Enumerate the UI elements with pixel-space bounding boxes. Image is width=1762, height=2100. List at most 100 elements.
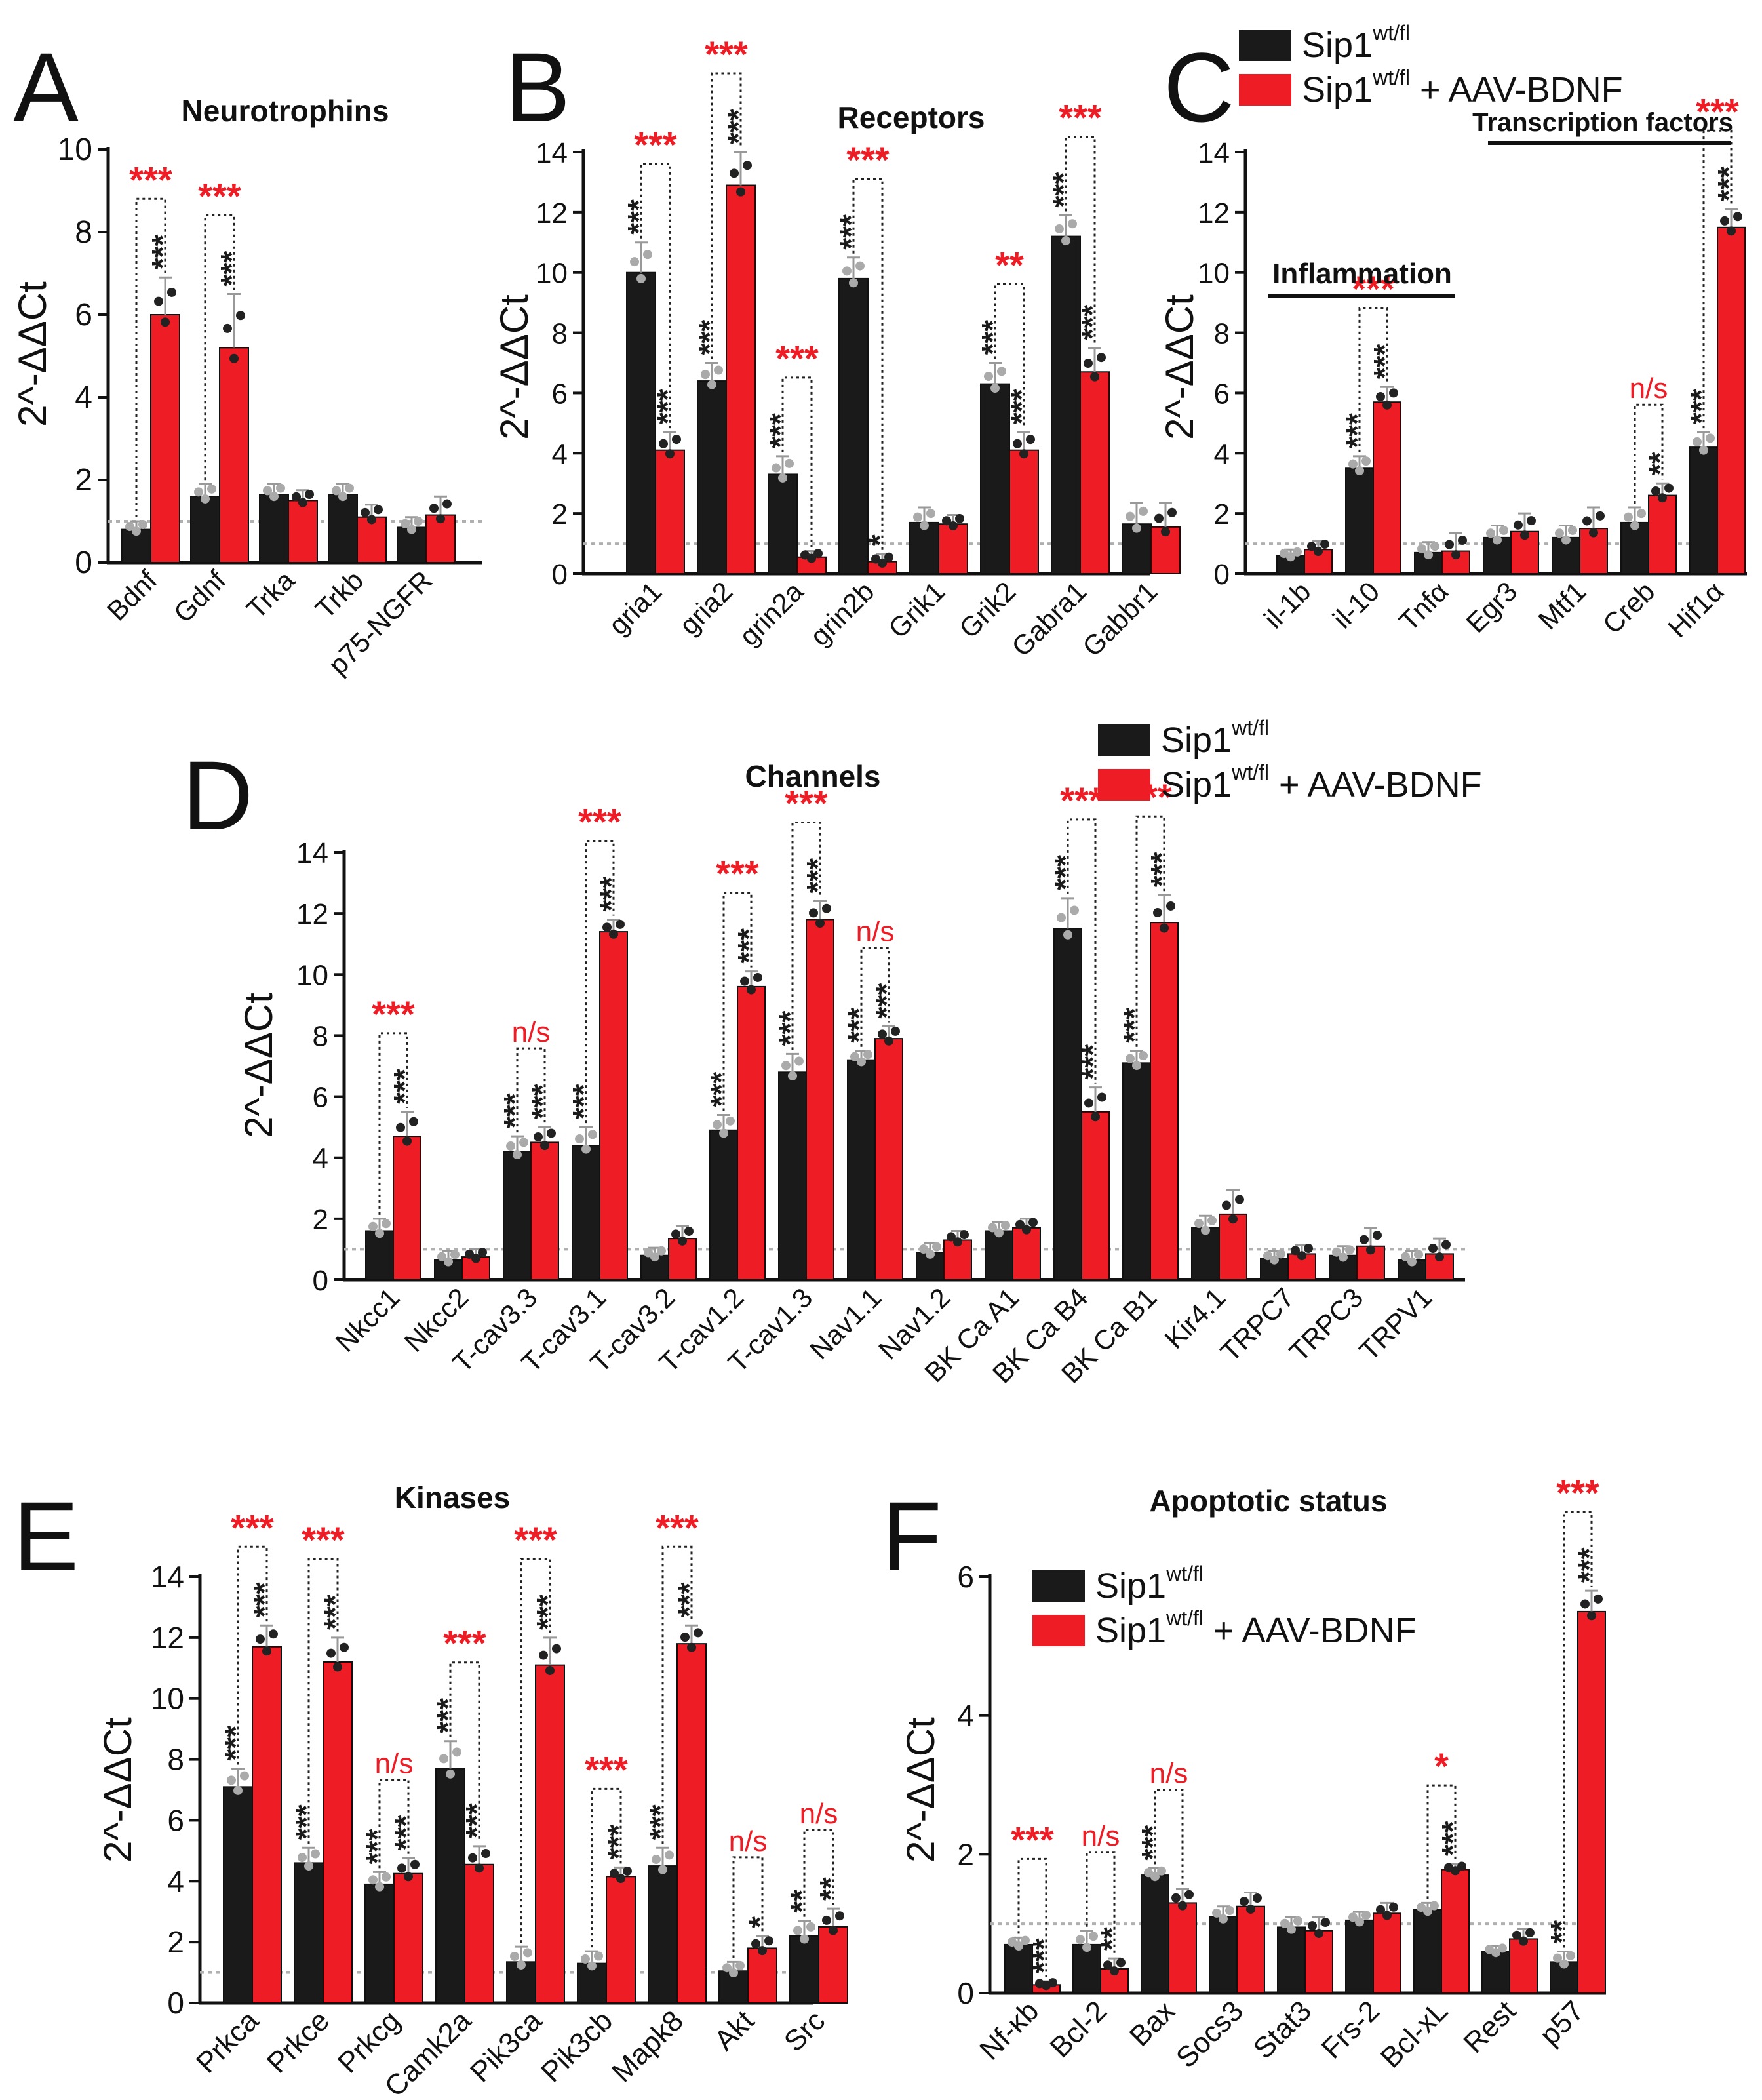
y-tick-label: 6 [957,1560,974,1594]
data-point [1596,511,1605,521]
data-point [409,1117,418,1126]
x-tick-label: Gdnf [168,565,232,629]
data-point [1057,913,1066,922]
sig-stars-control: *** [1340,413,1374,448]
data-point [1566,1951,1575,1960]
data-point [125,522,134,532]
bar-control [985,1230,1013,1280]
data-point [1150,1872,1160,1882]
panel-letter: E [13,1481,79,1591]
x-tick-label: Grik2 [953,576,1021,644]
legend-sup: wt/fl [1231,761,1269,784]
data-point [292,492,301,502]
x-tick-label: Bcl-2 [1044,1994,1114,2064]
data-point [1720,216,1729,226]
data-point [1097,353,1106,363]
data-point [1110,1966,1119,1976]
data-point [863,1050,872,1060]
comparison-label: *** [716,853,759,894]
comparison-label: n/s [1082,1820,1120,1852]
data-point [1293,1916,1302,1926]
bar-control [1481,1951,1510,1994]
bar-control [709,1129,738,1281]
y-tick-label: 4 [552,438,568,470]
sig-stars-control: *** [498,1093,532,1128]
x-tick-label: Bdnf [101,565,163,627]
data-point [368,1875,378,1885]
data-point [850,1052,859,1061]
data-point [1286,552,1295,562]
data-point [539,1650,548,1660]
sig-stars-treated: *** [1075,305,1109,340]
data-point [1520,530,1529,540]
comparison-label: *** [1696,90,1739,132]
data-point [1161,527,1170,537]
data-point [338,492,347,502]
y-tick-label: 0 [313,1265,328,1297]
data-point [382,1219,391,1229]
bar-treated [938,523,968,574]
data-point [1132,523,1141,533]
data-point [1228,1214,1238,1224]
data-point [471,1254,480,1263]
bar-control [259,494,289,563]
data-point [1401,1252,1410,1261]
data-point [857,1057,866,1067]
bar-treated [1577,1610,1606,1994]
x-tick-label: Tnfα [1393,576,1454,637]
comparison-bracket [1426,1784,1457,1899]
comparison-label: ** [995,245,1024,286]
legend-base: Sip1 [1095,1611,1166,1650]
data-point [722,1963,732,1973]
bar-control [697,380,727,574]
comparison-bracket [994,283,1025,429]
bar-treated [1373,401,1401,574]
sig-stars-treated: *** [460,1803,494,1838]
data-point [1293,547,1302,557]
y-tick-label: 0 [552,559,568,591]
panel-c: C 2^-ΔΔCt 0 2 4 6 8 10 12 14 il-1b *** *** *** il-10 Tn… [1158,32,1747,643]
data-point [414,517,423,526]
sig-stars-treated: *** [721,109,755,144]
data-point [955,513,964,523]
bar-treated [1080,371,1110,574]
data-point [1423,1907,1432,1916]
data-point [1212,1908,1221,1918]
bar-treated [1717,226,1746,575]
bar-control [838,277,869,574]
y-tick-label: 4 [957,1699,974,1733]
data-point [855,261,865,271]
data-point [1519,1936,1528,1946]
data-point [1166,901,1175,911]
comparison-label: * [1434,1745,1449,1787]
comparison-bracket [852,178,884,551]
data-point [404,1872,413,1882]
panel-e: E Kinases2^-ΔΔCt02468101214*********Prkca… [13,1480,848,2100]
data-point [1486,528,1495,538]
comparison-bracket [237,1545,268,1765]
bar-control [365,1230,394,1280]
data-point [1512,1930,1521,1940]
bar-control [1122,1062,1151,1281]
data-point [575,1134,584,1144]
bar-treated [393,1872,423,2004]
data-point [1014,1941,1023,1951]
data-point [1373,1231,1382,1240]
x-tick-label: Rest [1457,1994,1522,2059]
bar-treated [1219,1213,1247,1281]
panel-title: Kinases [395,1480,510,1515]
y-tick-label: 6 [1214,378,1230,410]
data-point [919,1244,928,1254]
data-point [785,458,794,468]
data-point [581,1954,590,1964]
legend-label-control: Sip1wt/fl [1161,716,1269,760]
sig-stars-control: *** [763,413,797,448]
data-point [1222,1200,1231,1210]
bar-control [1053,928,1082,1280]
data-point [764,1936,773,1946]
data-point [517,1960,526,1970]
data-point [1235,1195,1244,1204]
data-point [547,1128,556,1138]
data-point [161,317,170,327]
